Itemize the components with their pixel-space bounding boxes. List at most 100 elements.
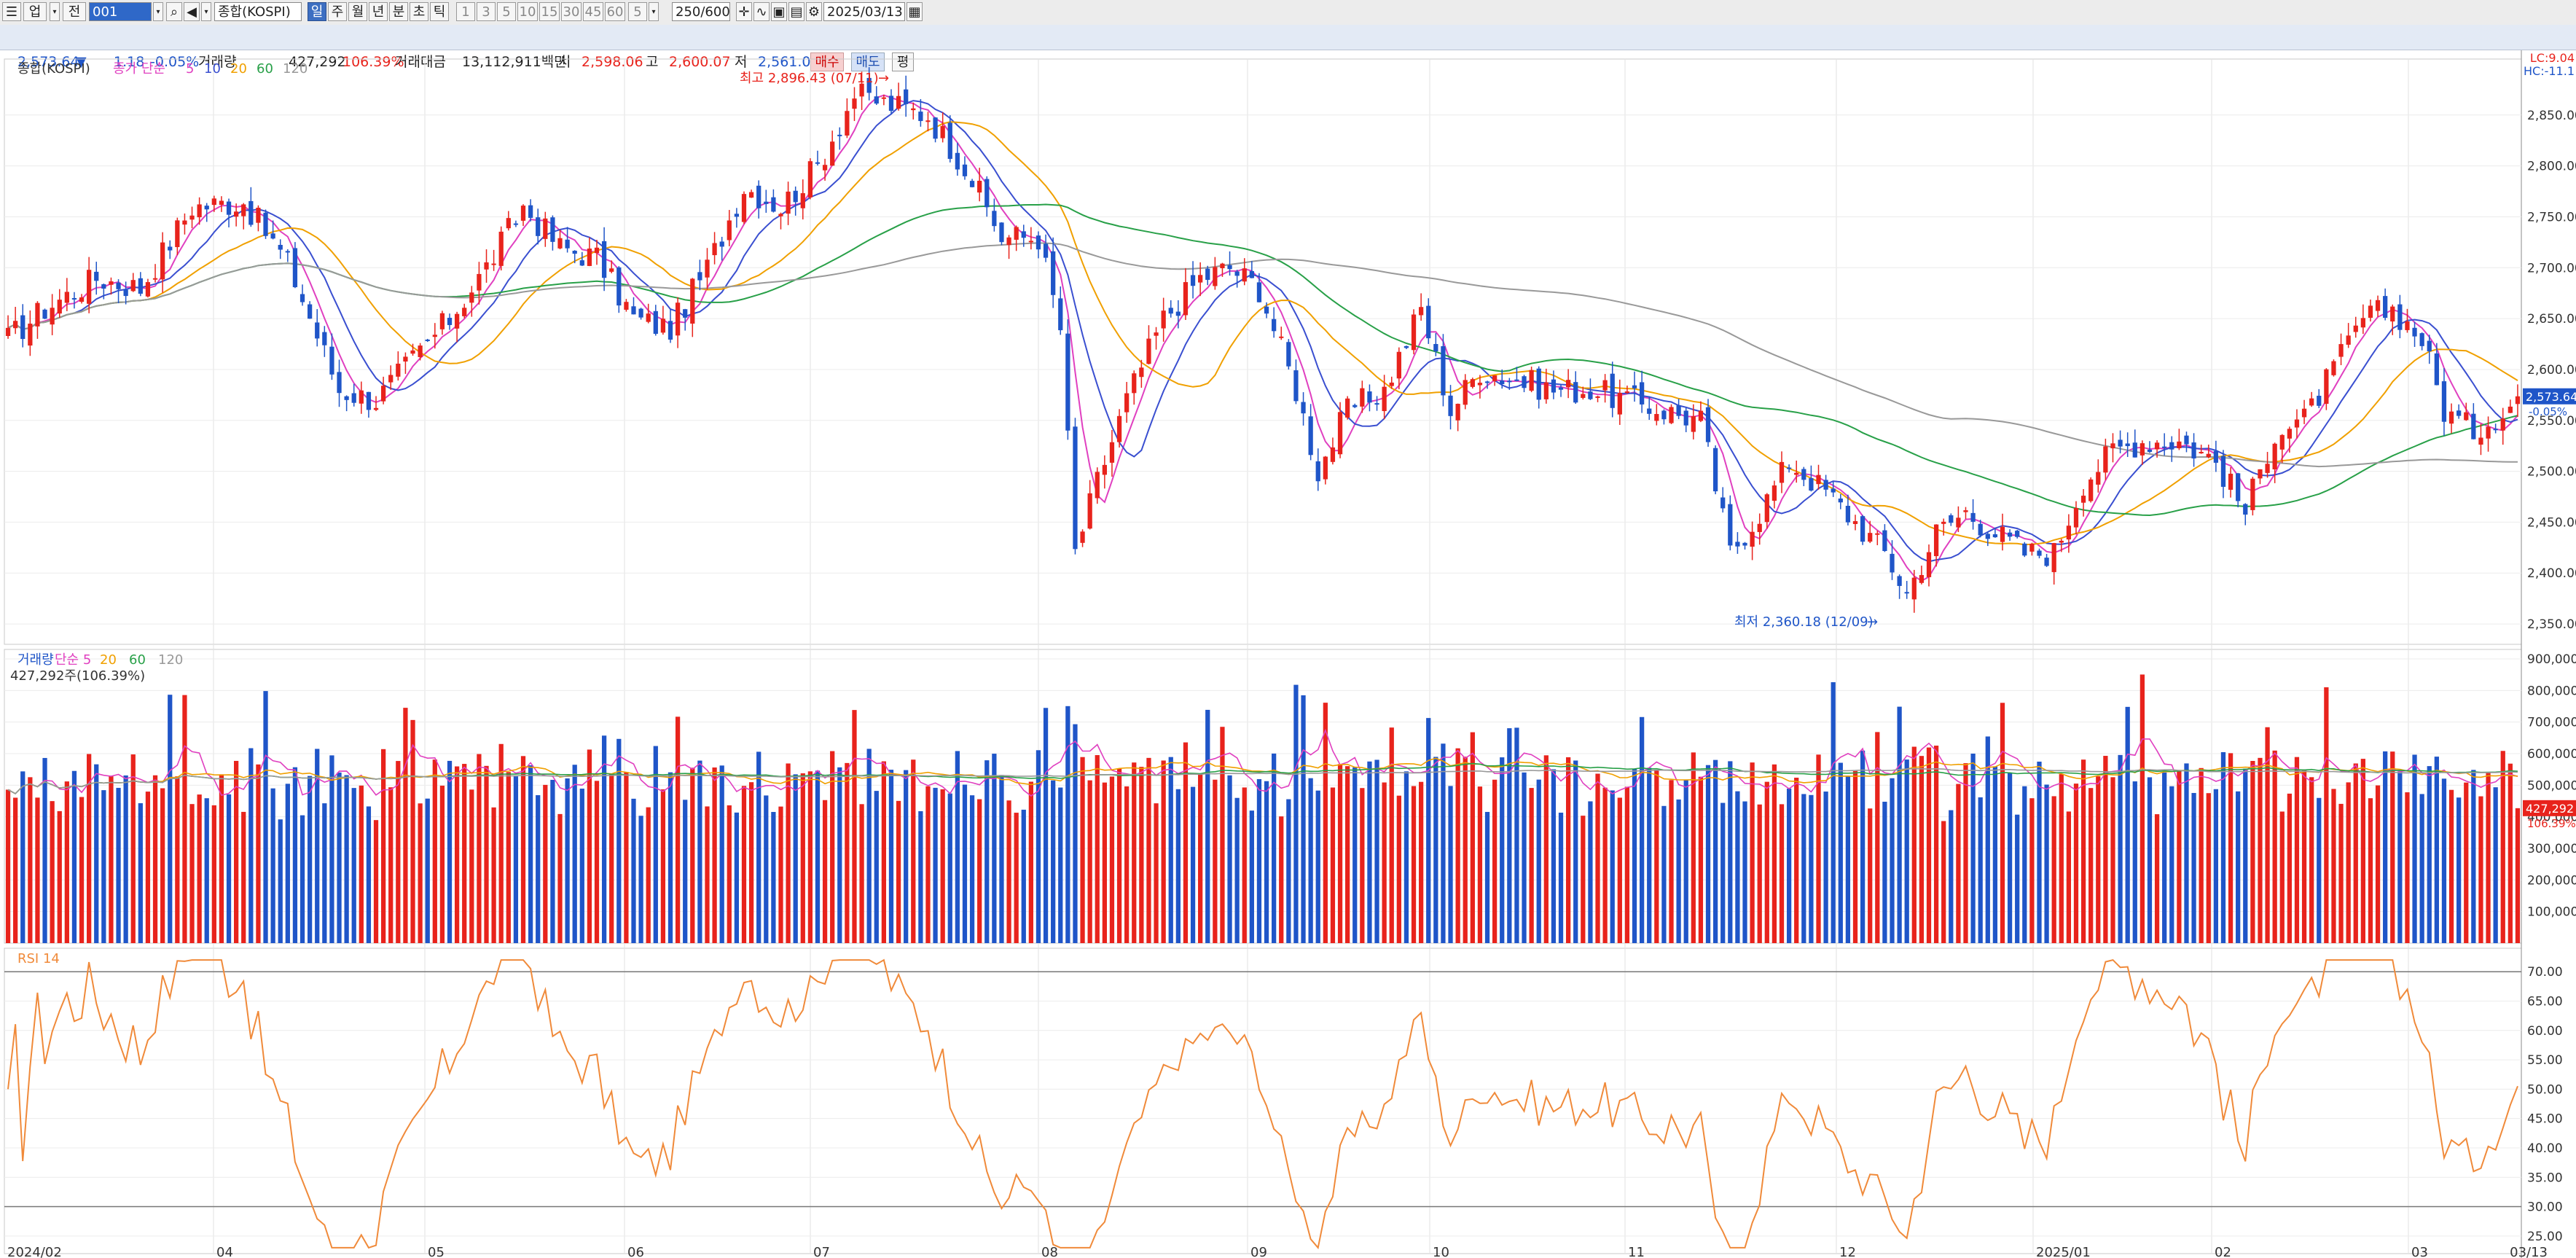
period-week[interactable]: 주	[328, 2, 347, 21]
period-day[interactable]: 일	[308, 2, 326, 21]
chart-canvas[interactable]: 종합(KOSPI) 종가 단순 5 10 20 60 120 최고 2,896.43 (07/…	[0, 50, 2576, 1258]
period-minute[interactable]: 분	[389, 2, 408, 21]
candle-body	[123, 289, 128, 297]
minute-10[interactable]: 10	[517, 2, 538, 21]
market-select[interactable]: 업	[23, 2, 47, 21]
buy-button[interactable]: 매수	[810, 52, 844, 71]
count-dropdown-icon[interactable]: ▾	[649, 2, 659, 21]
count-select[interactable]: 5	[628, 2, 647, 21]
volume-bar	[57, 810, 62, 943]
save-icon[interactable]: ▣	[771, 2, 787, 21]
candle-body	[845, 111, 850, 136]
volume-bar	[1691, 752, 1696, 943]
code-dropdown-icon[interactable]: ▾	[153, 2, 163, 21]
page-field[interactable]: 250/600	[672, 2, 730, 21]
minute-45[interactable]: 45	[583, 2, 603, 21]
volume-bar	[1492, 779, 1498, 943]
rsi-panel: RSI 14	[7, 951, 2518, 1250]
candle-body	[1610, 373, 1615, 408]
volume-bar	[2088, 788, 2094, 943]
volume-bar	[520, 756, 526, 943]
gear-icon[interactable]: ⚙	[806, 2, 822, 21]
volume-bar	[646, 807, 651, 943]
volume-bar	[1911, 746, 1917, 943]
candle-body	[1109, 442, 1115, 463]
minute-15[interactable]: 15	[539, 2, 560, 21]
candle-body	[1750, 531, 1755, 547]
volume-bar	[925, 786, 931, 943]
candle-body	[2464, 412, 2469, 421]
trend-icon[interactable]: ∿	[753, 2, 770, 21]
volume-bar	[439, 785, 445, 943]
minute-5[interactable]: 5	[497, 2, 516, 21]
minute-60[interactable]: 60	[605, 2, 625, 21]
volume-bar	[197, 794, 202, 943]
search-icon[interactable]: ⌕	[166, 2, 182, 21]
volume-bar	[2405, 792, 2410, 943]
volume-bar	[1529, 788, 1534, 943]
avg-button[interactable]: 평	[892, 52, 914, 71]
period-year[interactable]: 년	[369, 2, 388, 21]
speaker-icon[interactable]: ◀	[184, 2, 200, 21]
candle-body	[2448, 411, 2454, 424]
candle-body	[2500, 418, 2505, 431]
sell-button[interactable]: 매도	[851, 52, 885, 71]
period-second[interactable]: 초	[410, 2, 428, 21]
volume-bar	[1956, 784, 1961, 943]
volume-tick-label: 500,000	[2527, 778, 2576, 793]
volume-bar	[2236, 791, 2241, 943]
candle-body	[1065, 333, 1070, 431]
candle-body	[116, 282, 121, 289]
volume-bar	[130, 754, 136, 943]
volume-bar	[1875, 732, 1880, 943]
minute-3[interactable]: 3	[477, 2, 496, 21]
rsi-tick-label: 45.00	[2527, 1112, 2563, 1127]
volume-bar	[2375, 785, 2381, 943]
candle-body	[1536, 368, 1541, 400]
minute-30[interactable]: 30	[561, 2, 582, 21]
candle-body	[2405, 321, 2410, 330]
candle-body	[536, 217, 541, 236]
volume-bar	[1183, 742, 1189, 943]
candle-body	[145, 282, 151, 297]
volume-bar	[278, 819, 283, 943]
volume-bar	[888, 770, 894, 943]
volume-bar	[2213, 789, 2219, 943]
candle-body	[351, 393, 356, 403]
candle-body	[1198, 275, 1203, 283]
volume-bar	[1823, 792, 1828, 943]
candle-body	[50, 308, 55, 325]
print-icon[interactable]: ▤	[788, 2, 804, 21]
price-legend-item: 120	[283, 61, 308, 77]
candle-body	[1124, 393, 1130, 413]
dropdown-arrow-icon[interactable]: ▾	[50, 2, 60, 21]
volume-bar	[1396, 795, 1401, 943]
candle-body	[1831, 488, 1836, 493]
x-tick-label: 09	[1250, 1245, 1267, 1258]
candle-body	[2022, 543, 2027, 556]
candle-body	[712, 243, 717, 256]
crosshair-icon[interactable]: ✛	[736, 2, 752, 21]
volume-bar	[992, 754, 997, 943]
volume-bar	[947, 793, 952, 943]
speaker-dropdown-icon[interactable]: ▾	[201, 2, 211, 21]
candle-body	[1279, 336, 1284, 338]
period-tick[interactable]: 틱	[430, 2, 449, 21]
minute-1[interactable]: 1	[456, 2, 475, 21]
candle-body	[837, 134, 842, 136]
calendar-icon[interactable]: ▦	[907, 2, 923, 21]
candle-body	[609, 268, 614, 272]
candle-body	[992, 211, 997, 227]
candle-body	[329, 346, 334, 375]
code-input[interactable]: 001	[89, 2, 152, 21]
period-month[interactable]: 월	[348, 2, 367, 21]
type-select[interactable]: 전	[63, 2, 86, 21]
candle-body	[1772, 485, 1777, 501]
volume-bar	[822, 800, 828, 943]
volume-bar	[1632, 768, 1637, 943]
volume-bar	[484, 765, 489, 943]
date-input[interactable]: 2025/03/13	[823, 2, 905, 21]
volume-bar	[1573, 760, 1578, 943]
menu-icon[interactable]: ☰	[2, 2, 21, 21]
candle-body	[1286, 342, 1291, 367]
